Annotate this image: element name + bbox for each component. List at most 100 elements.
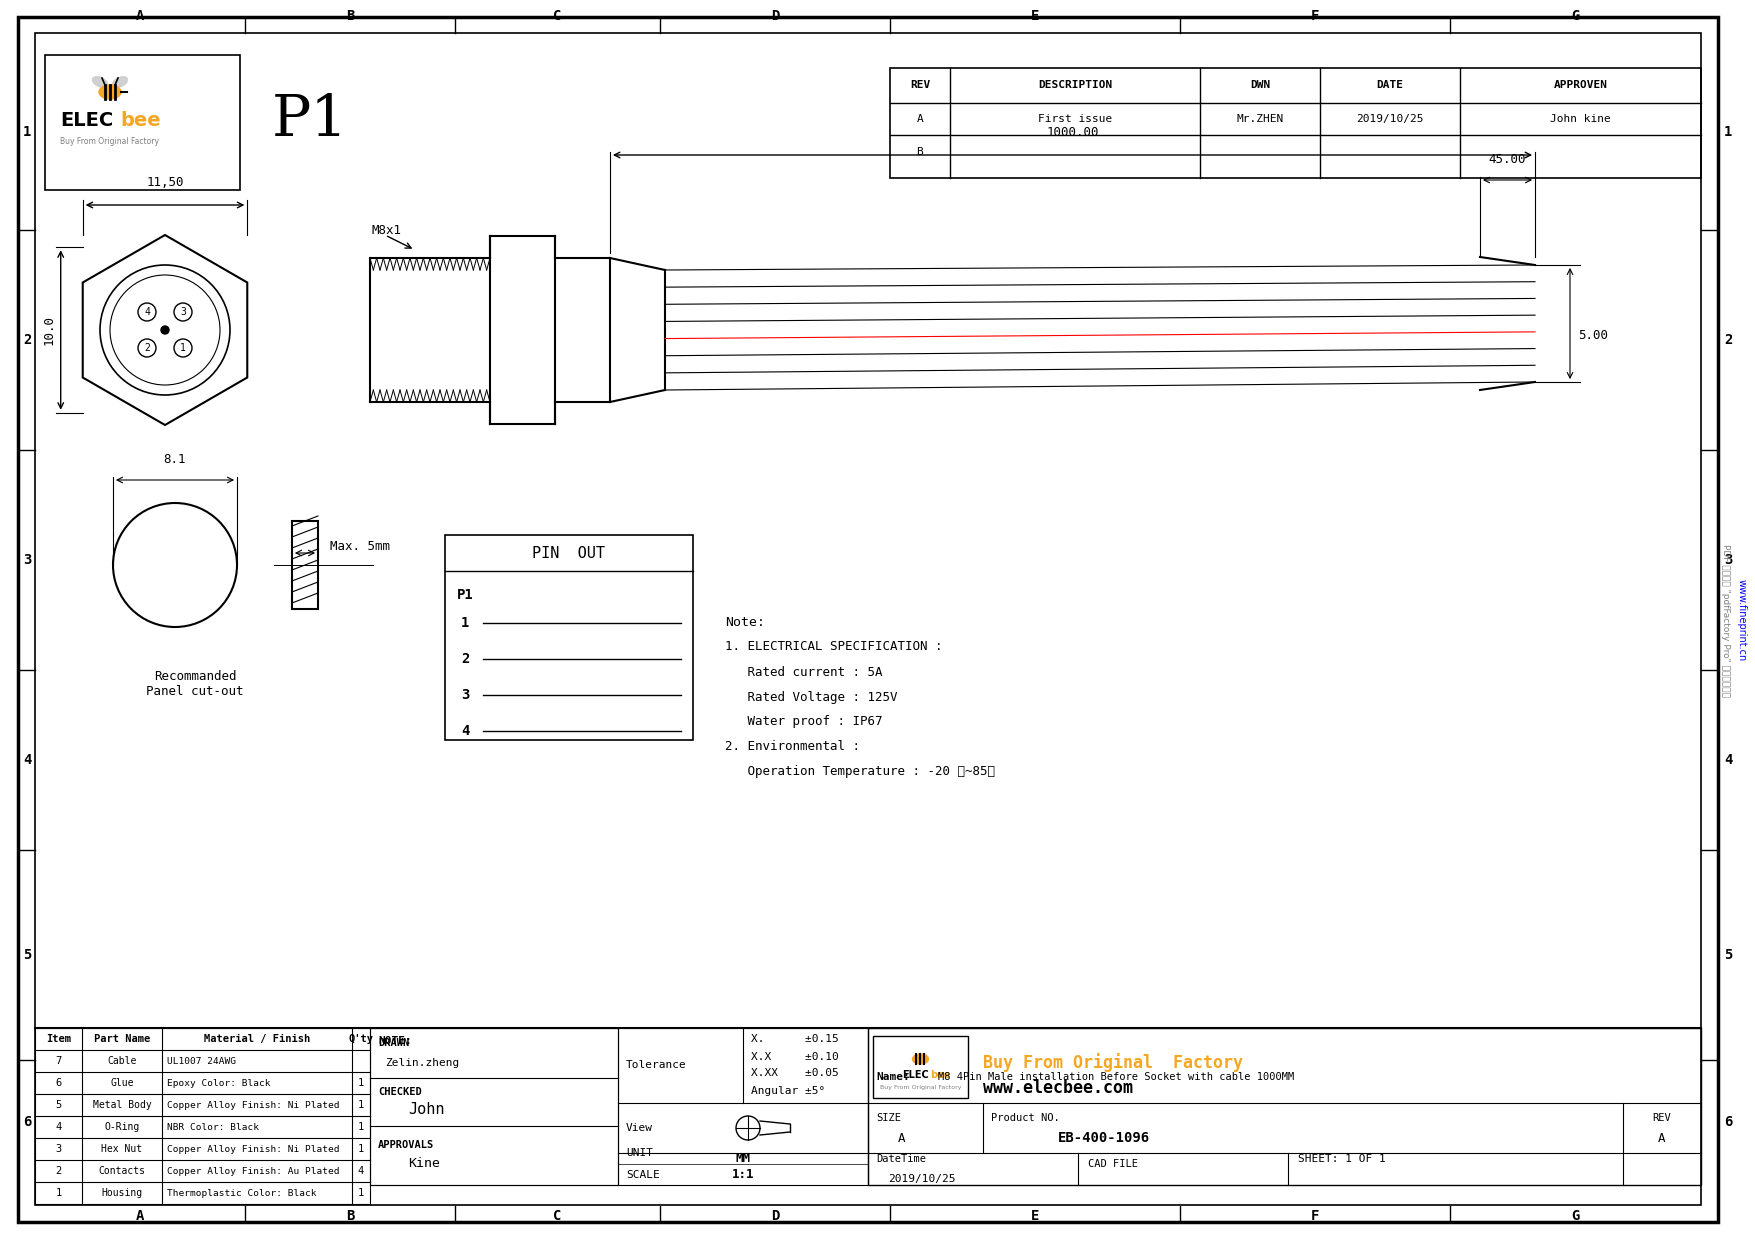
Text: X.XX    ±0.05: X.XX ±0.05 [751,1069,839,1079]
Circle shape [161,326,168,334]
Text: E: E [1030,1209,1039,1223]
Text: X.      ±0.15: X. ±0.15 [751,1034,839,1044]
Text: SIZE: SIZE [876,1114,900,1123]
Text: SCALE: SCALE [627,1169,660,1179]
Text: M8 4Pin Male installation Before Socket with cable 1000MM: M8 4Pin Male installation Before Socket … [937,1073,1293,1083]
Text: 1. ELECTRICAL SPECIFICATION :: 1. ELECTRICAL SPECIFICATION : [725,641,942,653]
Text: DATE: DATE [1376,81,1404,91]
Ellipse shape [93,77,107,87]
Text: 1: 1 [358,1078,363,1087]
Text: O-Ring: O-Ring [104,1122,140,1132]
Text: PDF 文件使用 "pdfFactory Pro" 试用版本创建: PDF 文件使用 "pdfFactory Pro" 试用版本创建 [1722,543,1730,697]
Text: 3: 3 [23,553,32,567]
Text: bee: bee [119,110,161,129]
Text: 3: 3 [462,688,469,702]
Text: 2019/10/25: 2019/10/25 [1357,114,1423,124]
Text: Product NO.: Product NO. [992,1114,1060,1123]
Text: 2: 2 [144,343,149,353]
Text: CHECKED: CHECKED [377,1087,421,1097]
Circle shape [139,303,156,321]
Text: John: John [407,1102,444,1117]
Text: A: A [135,1209,144,1223]
Text: Rated current : 5A: Rated current : 5A [725,666,883,678]
Text: X.X     ±0.10: X.X ±0.10 [751,1052,839,1061]
Text: bee: bee [930,1070,951,1080]
Text: www.fineprint.cn: www.fineprint.cn [1737,579,1746,661]
Text: 45.00: 45.00 [1488,153,1527,166]
Circle shape [174,339,191,357]
Text: A: A [899,1131,906,1145]
Text: C: C [553,1209,562,1223]
Text: Water proof : IP67: Water proof : IP67 [725,715,883,729]
Text: G: G [1571,9,1580,24]
Text: www.elecbee.com: www.elecbee.com [983,1079,1134,1097]
Ellipse shape [112,77,128,87]
Text: Mr.ZHEN: Mr.ZHEN [1236,114,1283,124]
Text: 2: 2 [56,1166,61,1176]
Text: Buy From Original Factory: Buy From Original Factory [60,138,160,146]
Text: 1: 1 [358,1188,363,1198]
Text: 11,50: 11,50 [146,176,184,188]
Text: F: F [1311,1209,1320,1223]
Text: 1: 1 [358,1100,363,1110]
Circle shape [174,303,191,321]
Text: 1: 1 [23,124,32,139]
Text: NOTE:: NOTE: [377,1035,412,1047]
Bar [890,68,1701,179]
Text: Contacts: Contacts [98,1166,146,1176]
Text: 3: 3 [1723,553,1732,567]
Text: 1: 1 [1723,124,1732,139]
Text: 2019/10/25: 2019/10/25 [888,1174,955,1184]
Text: View: View [627,1123,653,1133]
Text: 2: 2 [1723,334,1732,347]
Text: 1: 1 [358,1145,363,1154]
Text: C: C [553,9,562,24]
Text: Part Name: Part Name [93,1034,151,1044]
Text: 4: 4 [144,308,149,317]
Text: G: G [1571,1209,1580,1223]
Text: 1: 1 [358,1122,363,1132]
Text: NBR Color: Black: NBR Color: Black [167,1122,260,1131]
Text: Buy From Original  Factory: Buy From Original Factory [983,1054,1243,1073]
Text: EB-400-1096: EB-400-1096 [1058,1131,1150,1145]
Text: Q'ty: Q'ty [349,1034,374,1044]
Text: John kine: John kine [1550,114,1611,124]
Text: APPROVALS: APPROVALS [377,1141,433,1151]
Text: Operation Temperature : -20 ℃~85℃: Operation Temperature : -20 ℃~85℃ [725,765,995,779]
Text: P1: P1 [272,92,347,148]
Text: SHEET: 1 OF 1: SHEET: 1 OF 1 [1299,1154,1386,1164]
Text: 4: 4 [1723,753,1732,768]
Text: Kine: Kine [407,1157,441,1171]
Text: 6: 6 [1723,1116,1732,1130]
Text: 1: 1 [181,343,186,353]
Text: D: D [770,1209,779,1223]
Text: Angular ±5°: Angular ±5° [751,1085,825,1095]
Text: 1: 1 [56,1188,61,1198]
Text: Metal Body: Metal Body [93,1100,151,1110]
Text: 2: 2 [23,334,32,347]
Text: 5.00: 5.00 [1578,329,1608,342]
Text: A: A [1658,1131,1665,1145]
Text: 10.0: 10.0 [42,315,56,345]
Text: B: B [346,1209,355,1223]
Text: Copper Alloy Finish: Au Plated: Copper Alloy Finish: Au Plated [167,1167,339,1176]
Text: D: D [770,9,779,24]
Text: Name:: Name: [876,1073,909,1083]
Text: 8.1: 8.1 [163,453,186,466]
Text: DRAWN: DRAWN [377,1038,409,1048]
Text: 5: 5 [56,1100,61,1110]
Text: 4: 4 [23,753,32,768]
Text: Glue: Glue [111,1078,133,1087]
Bar [370,1028,618,1185]
Text: P1: P1 [456,588,474,601]
Text: A: A [135,9,144,24]
Text: Thermoplastic Color: Black: Thermoplastic Color: Black [167,1188,316,1198]
Text: 6: 6 [56,1078,61,1087]
Text: ELEC: ELEC [60,110,114,129]
Text: PIN  OUT: PIN OUT [532,546,605,560]
Text: ELEC: ELEC [902,1070,928,1080]
Text: 4: 4 [358,1166,363,1176]
Text: Max. 5mm: Max. 5mm [330,541,390,553]
Text: Material / Finish: Material / Finish [204,1034,311,1044]
Text: 4: 4 [462,724,469,738]
